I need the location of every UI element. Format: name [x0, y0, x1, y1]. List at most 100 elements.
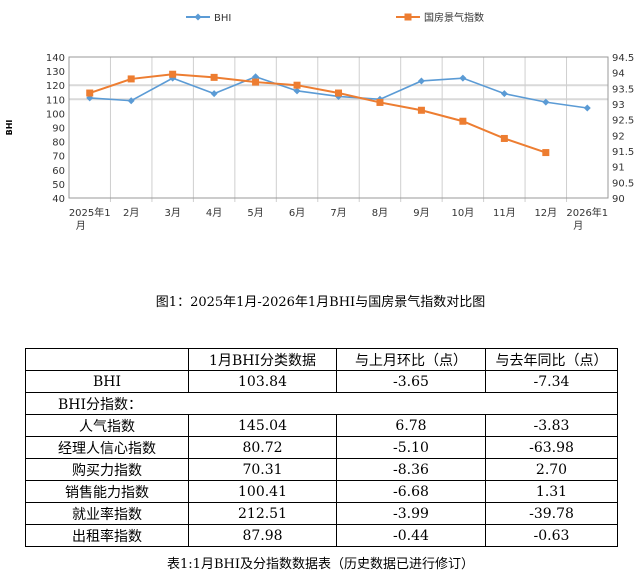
y2-tick-label: 91.5 [612, 147, 634, 158]
x-tick-label: 12月 [534, 207, 557, 219]
data-point [542, 149, 550, 157]
y2-tick-label: 92 [612, 131, 625, 142]
table-cell: -8.36 [336, 458, 486, 481]
table-row: 购买力指数 70.31 -8.36 2.70 [25, 458, 618, 481]
table-cell: -5.10 [336, 436, 486, 459]
table-row: BHI 103.84 -3.65 -7.34 [25, 370, 618, 393]
data-point [127, 97, 135, 105]
data-point [169, 70, 177, 78]
y2-tick-label: 94 [612, 69, 625, 80]
table-cell: 6.78 [336, 414, 486, 437]
x-tick-label: 8月 [372, 207, 388, 219]
legend-marker [404, 13, 412, 21]
y-tick-label: 140 [46, 53, 65, 64]
y-axis-label: BHI [5, 120, 14, 136]
table-row: 出租率指数 87.98 -0.44 -0.63 [25, 524, 618, 547]
y-tick-label: 90 [52, 124, 65, 135]
y2-tick-label: 94.5 [612, 53, 634, 64]
table-cell: 出租率指数 [25, 524, 189, 547]
data-point [335, 89, 342, 97]
data-table: 1月BHI分类数据 与上月环比（点） 与去年同比（点） BHI 103.84 -3.65-… [25, 348, 618, 547]
table-cell: 80.72 [188, 436, 337, 459]
y-tick-label: 60 [52, 166, 65, 177]
series-line [89, 73, 547, 154]
table-cell: -39.78 [485, 502, 618, 525]
data-point [500, 90, 508, 98]
data-point [252, 78, 260, 86]
table-cell: 经理人信心指数 [25, 436, 189, 459]
table-cell: 2.70 [485, 458, 618, 481]
legend-label: 国房景气指数 [424, 11, 484, 24]
data-point [459, 74, 467, 82]
table-cell: 70.31 [188, 458, 337, 481]
data-point [500, 134, 508, 142]
table-cell [25, 348, 189, 371]
table-cell: BHI分指数： [25, 392, 618, 415]
table-cell: 145.04 [188, 414, 337, 437]
y2-tick-label: 92.5 [612, 116, 634, 127]
table-cell: 1月BHI分类数据 [188, 348, 337, 371]
x-tick-label: 7月 [330, 207, 346, 219]
table-cell: -0.63 [485, 524, 618, 547]
data-point [583, 104, 591, 112]
table-caption: 表1:1月BHI及分指数数据表（历史数据已进行修订） [167, 557, 474, 572]
y2-tick-label: 93 [612, 100, 625, 111]
table-cell: BHI [25, 370, 189, 393]
y2-tick-label: 90 [612, 194, 625, 205]
x-tick-label: 3月 [164, 207, 180, 219]
y2-tick-label: 91 [612, 163, 625, 174]
data-point [459, 117, 467, 125]
legend-label: BHI [214, 13, 231, 24]
data-point [293, 81, 301, 89]
y2-tick-label: 93.5 [612, 84, 634, 95]
data-point [293, 87, 301, 95]
data-point [417, 106, 425, 114]
data-point [252, 73, 260, 81]
data-point [417, 77, 425, 85]
y-tick-label: 130 [46, 67, 65, 78]
table-cell: 就业率指数 [25, 502, 189, 525]
table-cell: 212.51 [188, 502, 337, 525]
table-row: 人气指数 145.04 6.78 -3.83 [25, 414, 618, 437]
table-row: 就业率指数 212.51 -3.99 -39.78 [25, 502, 618, 525]
data-point [86, 89, 94, 97]
x-tick-label: 2月 [123, 207, 139, 219]
table-row: BHI分指数： [25, 392, 618, 415]
data-point [210, 90, 218, 98]
table-cell: 与上月环比（点） [336, 348, 486, 371]
legend-marker [194, 13, 202, 21]
y-tick-label: 80 [52, 138, 65, 149]
table-cell: 人气指数 [25, 414, 189, 437]
table-cell: -7.34 [485, 370, 618, 393]
y-tick-label: 120 [46, 81, 65, 92]
x-tick-label: 2025年1 月 [69, 206, 111, 232]
x-tick-label: 4月 [206, 207, 222, 219]
table-cell: -0.44 [336, 524, 486, 547]
y-tick-label: 110 [46, 95, 65, 106]
table-cell: -6.68 [336, 480, 486, 503]
x-tick-label: 6月 [289, 207, 305, 219]
table-header: 1月BHI分类数据 与上月环比（点） 与去年同比（点） [25, 348, 618, 371]
table-cell: 购买力指数 [25, 458, 189, 481]
plot-frame [68, 56, 609, 199]
y-tick-label: 100 [46, 109, 65, 120]
x-tick-label: 10月 [452, 207, 475, 219]
y-tick-label: 40 [52, 194, 65, 205]
table-row: 经理人信心指数 80.72 -5.10 -63.98 [25, 436, 618, 459]
table-cell: 与去年同比（点） [485, 348, 618, 371]
table-cell: 1.31 [485, 480, 618, 503]
x-tick-label: 11月 [493, 207, 516, 219]
table-cell: -63.98 [485, 436, 618, 459]
x-tick-label: 2026年1 月 [566, 206, 608, 232]
table-cell: 销售能力指数 [25, 480, 189, 503]
table-cell: 103.84 [188, 370, 337, 393]
table-cell: 87.98 [188, 524, 337, 547]
data-point [210, 73, 218, 81]
x-tick-label: 9月 [413, 207, 429, 219]
data-point [127, 75, 135, 83]
y-tick-label: 70 [52, 152, 65, 163]
figure-title: 图1：2025年1月-2026年1月BHI与国房景气指数对比图 [155, 295, 486, 310]
y-tick-label: 50 [52, 180, 65, 191]
line-chart: 140 130 120 110 100 90 80 70 60 50 40 94.5 94 93.5 93 9… [5, 11, 634, 232]
table-cell: -3.99 [336, 502, 486, 525]
